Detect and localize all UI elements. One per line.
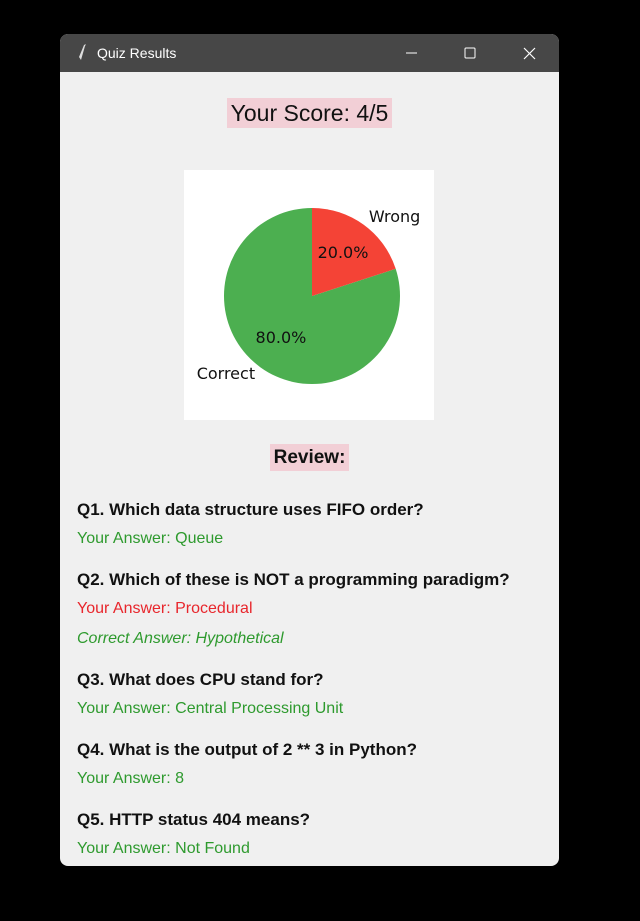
question: Q4. What is the output of 2 ** 3 in Pyth… bbox=[77, 740, 417, 759]
your-answer: Your Answer: Procedural bbox=[77, 600, 253, 617]
review-heading: Review: bbox=[269, 444, 350, 471]
your-answer: Your Answer: Not Found bbox=[77, 840, 250, 857]
app-icon bbox=[79, 44, 86, 60]
slice-label: Wrong bbox=[369, 207, 420, 226]
pie-slice bbox=[312, 208, 396, 296]
question: Q5. HTTP status 404 means? bbox=[77, 810, 311, 829]
your-answer: Your Answer: 8 bbox=[77, 770, 185, 787]
correct-answer: Correct Answer: Hypothetical bbox=[77, 630, 284, 647]
review-row: Review: bbox=[60, 444, 559, 471]
score-label: Your Score: 4/5 bbox=[226, 98, 393, 128]
question: Q1. Which data structure uses FIFO order… bbox=[77, 500, 424, 519]
your-answer: Your Answer: Central Processing Unit bbox=[77, 700, 344, 717]
slice-percent: 20.0% bbox=[318, 243, 369, 262]
window: Quiz Results Your Score: 4/5 Correct 80.0… bbox=[60, 34, 559, 866]
question: Q2. Which of these is NOT a programming … bbox=[77, 570, 510, 589]
maximize-button[interactable] bbox=[464, 47, 476, 59]
window-title: Quiz Results bbox=[97, 45, 177, 61]
question: Q3. What does CPU stand for? bbox=[77, 670, 324, 689]
score-row: Your Score: 4/5 bbox=[60, 98, 559, 128]
close-button[interactable] bbox=[523, 47, 536, 60]
title-bar: Quiz Results bbox=[60, 34, 559, 72]
your-answer: Your Answer: Queue bbox=[77, 530, 224, 547]
slice-percent: 80.0% bbox=[256, 328, 307, 347]
slice-label: Correct bbox=[197, 364, 255, 383]
title-bar-icons bbox=[79, 44, 536, 60]
